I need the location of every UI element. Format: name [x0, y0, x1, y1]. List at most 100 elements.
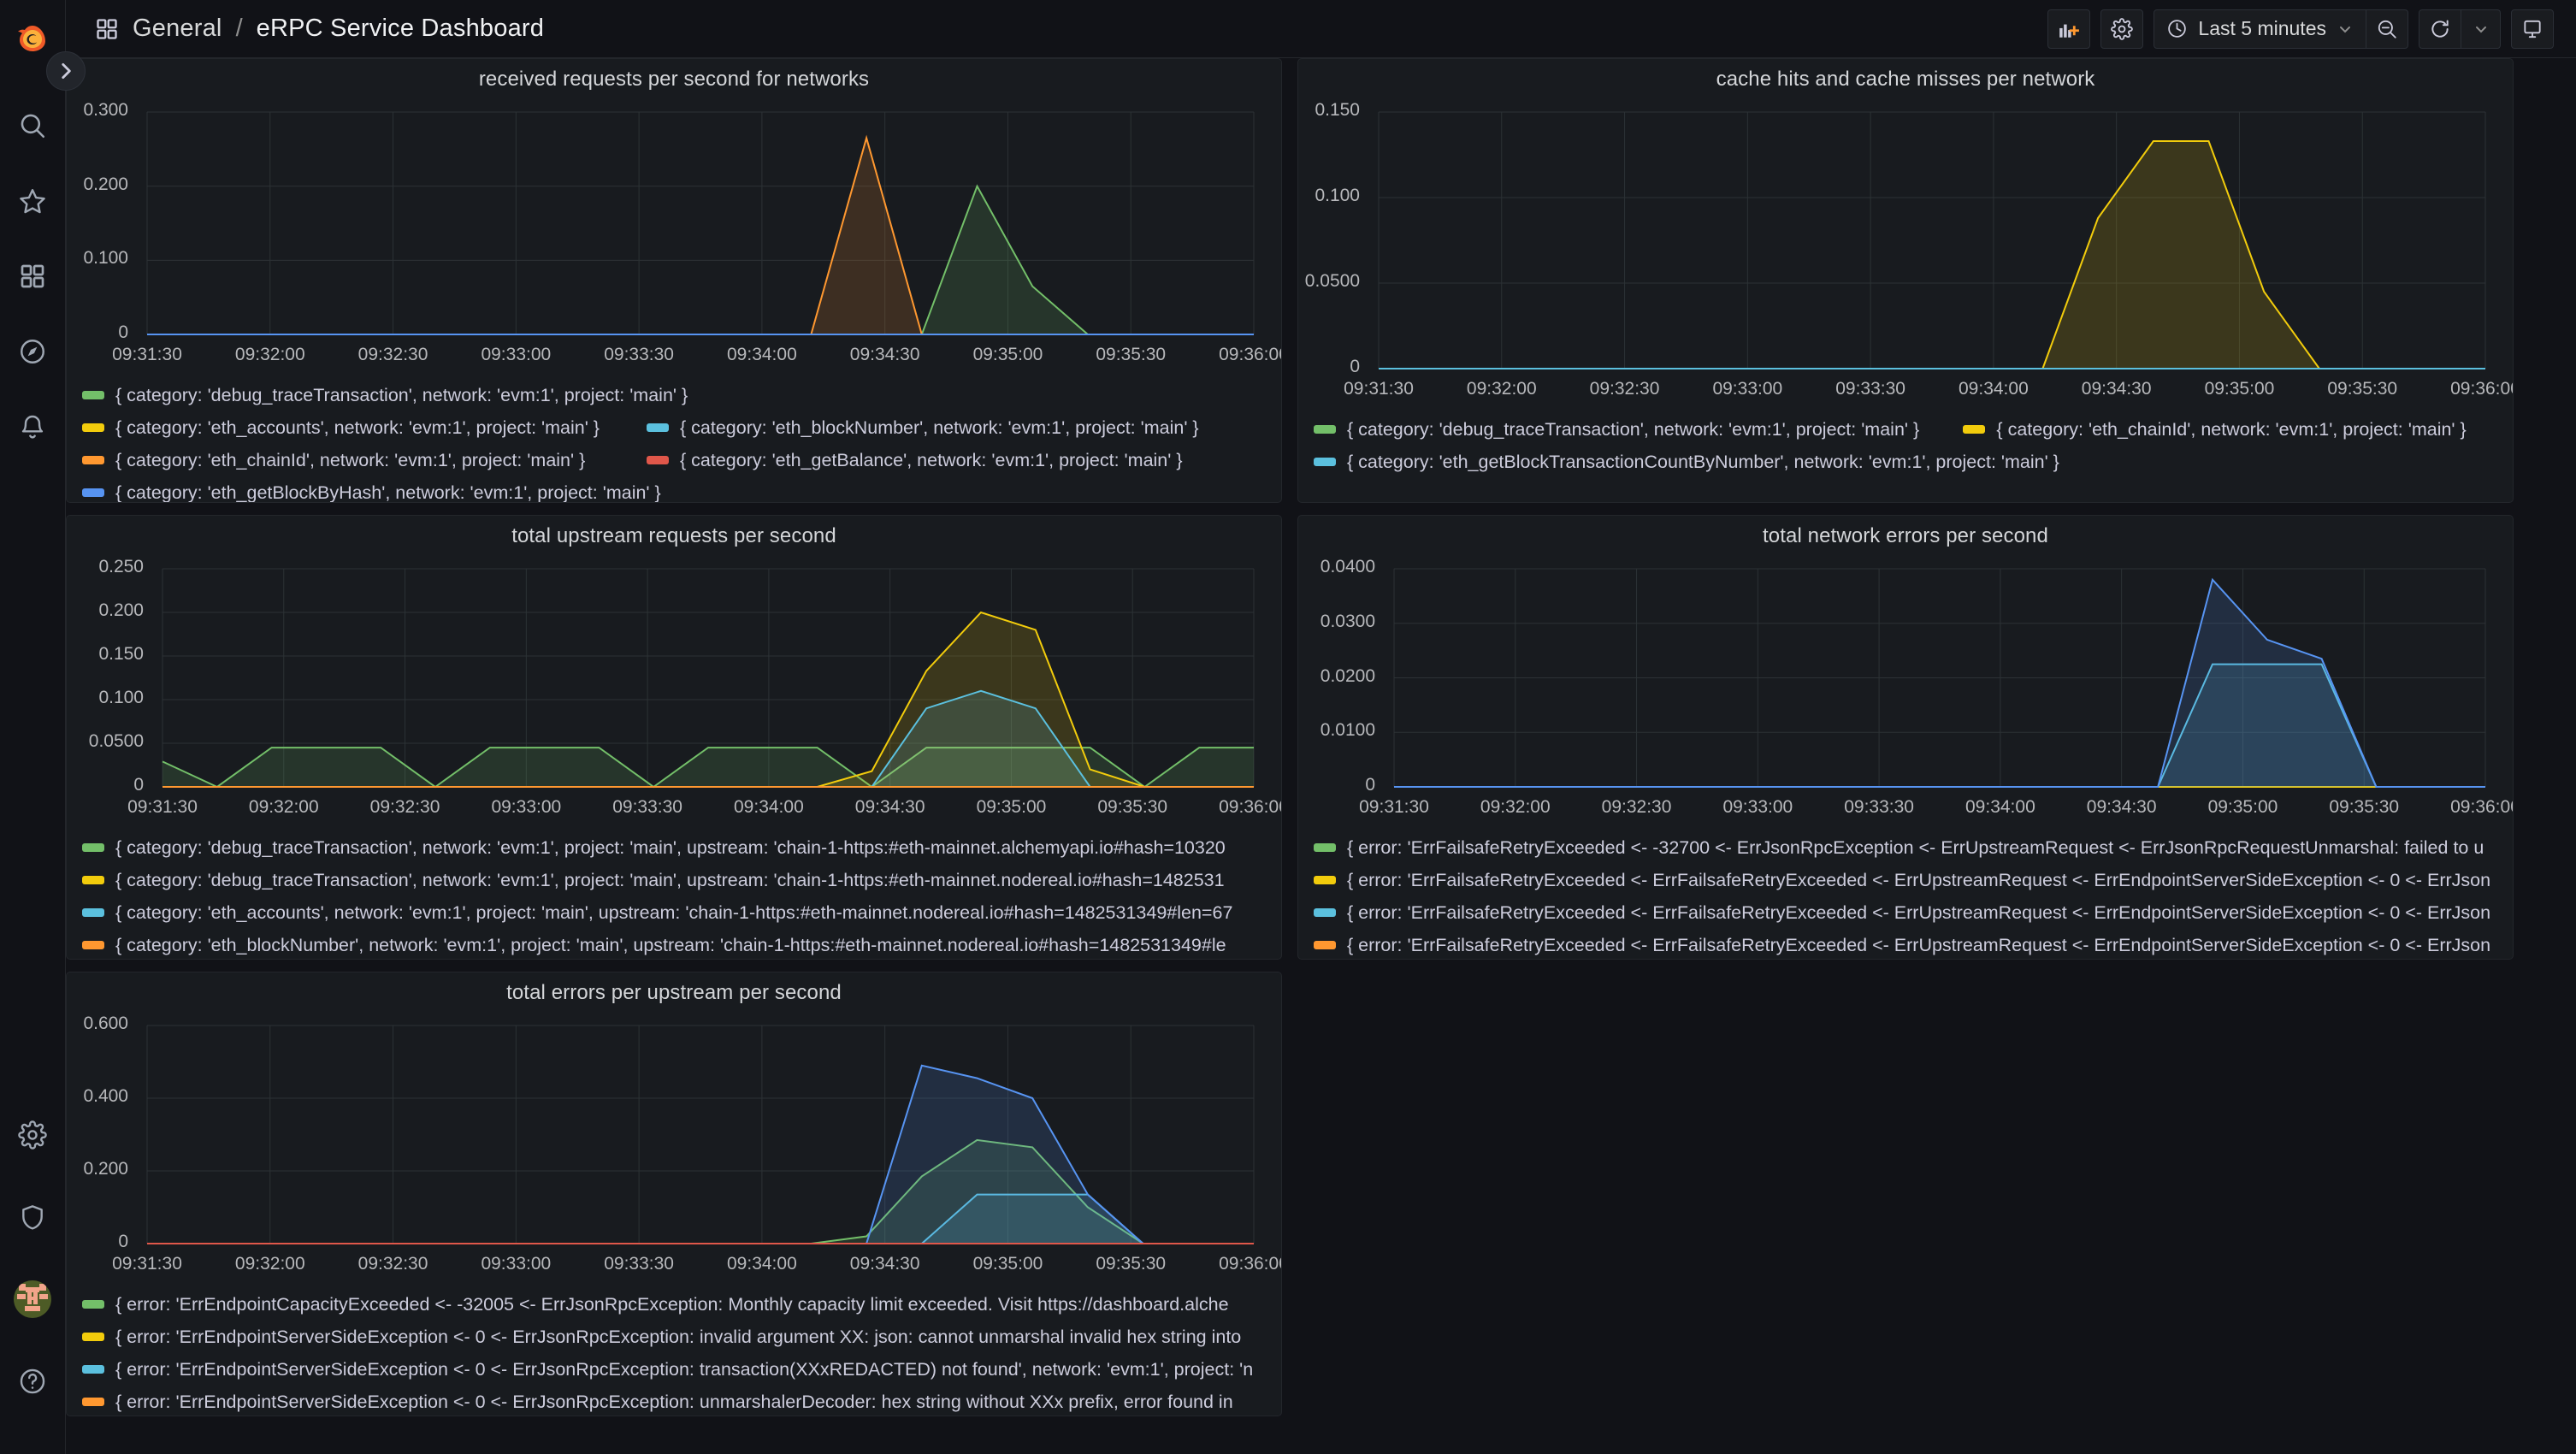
legend-color-swatch[interactable]	[82, 1300, 104, 1309]
grafana-logo-icon[interactable]	[9, 19, 56, 65]
legend-item[interactable]: { category: 'debug_traceTransaction', ne…	[82, 870, 1262, 891]
legend-item[interactable]: { category: 'debug_traceTransaction', ne…	[82, 385, 852, 406]
sidebar-item-server-admin[interactable]	[9, 1194, 56, 1240]
y-axis-tick-label: 0.100	[98, 688, 144, 707]
legend-color-swatch[interactable]	[647, 456, 669, 464]
legend-color-swatch[interactable]	[1314, 843, 1336, 852]
legend-item[interactable]: { error: 'ErrFailsafeRetryExceeded <- -3…	[1314, 837, 2494, 859]
x-axis-tick-label: 09:34:30	[849, 1254, 920, 1274]
legend-color-swatch[interactable]	[82, 488, 104, 497]
legend-item[interactable]: { category: 'eth_accounts', network: 'ev…	[82, 417, 647, 439]
avatar[interactable]	[14, 1280, 51, 1318]
y-axis-tick-label: 0.100	[83, 248, 128, 269]
panel-plot-area[interactable]: 0 0.0500 0.100 0.150 09:31:30 09:32:00 09:32:3…	[1298, 100, 2513, 408]
panel-title: received requests per second for network…	[478, 68, 870, 91]
breadcrumb-folder[interactable]: General	[133, 15, 222, 42]
legend-label: { error: 'ErrEndpointServerSideException…	[115, 1326, 1242, 1347]
zoom-out-time-button[interactable]	[2366, 9, 2408, 49]
sidebar-item-alerting[interactable]	[9, 404, 56, 450]
legend-item[interactable]: { category: 'eth_getBlockTransactionCoun…	[1314, 452, 2254, 473]
panel-total-errors-per-upstream[interactable]: total errors per upstream per second 0 0.2…	[66, 972, 1282, 1416]
legend-row: { category: 'debug_traceTransaction', ne…	[82, 864, 1281, 896]
chart-svg	[146, 1025, 1255, 1244]
x-axis-tick-label: 09:33:00	[481, 345, 552, 364]
gear-icon	[2111, 17, 2134, 40]
legend-row: { error: 'ErrEndpointServerSideException…	[82, 1386, 1281, 1416]
page-title[interactable]: eRPC Service Dashboard	[256, 15, 545, 42]
legend-item[interactable]: { category: 'eth_getBalance', network: '…	[647, 450, 1245, 471]
legend-color-swatch[interactable]	[82, 423, 104, 432]
legend-color-swatch[interactable]	[82, 1398, 104, 1406]
panel-cache-hits-misses[interactable]: cache hits and cache misses per network 0…	[1297, 58, 2514, 503]
panel-plot-area[interactable]: 0 0.100 0.200 0.300 09:31:30 09:32:00 09:32:30…	[67, 100, 1281, 374]
x-axis-tick-label: 09:31:30	[1359, 797, 1429, 817]
legend-item[interactable]: { category: 'eth_chainId', network: 'evm…	[82, 450, 647, 471]
refresh-button[interactable]	[2419, 9, 2461, 49]
panel-legend: { category: 'debug_traceTransaction', ne…	[67, 826, 1281, 959]
sidebar-item-starred[interactable]	[9, 178, 56, 224]
legend-item[interactable]: { category: 'eth_blockNumber', network: …	[82, 935, 1262, 956]
dashboard-toolbar: Last 5 minutes	[2047, 9, 2554, 49]
legend-item[interactable]: { error: 'ErrEndpointServerSideException…	[82, 1327, 1262, 1348]
series-area	[1394, 664, 2485, 787]
legend-item[interactable]: { category: 'eth_getBlockByHash', networ…	[82, 482, 852, 502]
time-range-picker[interactable]: Last 5 minutes	[2154, 9, 2366, 49]
legend-item[interactable]: { error: 'ErrFailsafeRetryExceeded <- Er…	[1314, 935, 2494, 956]
legend-item[interactable]: { error: 'ErrEndpointServerSideException…	[82, 1392, 1262, 1413]
legend-color-swatch[interactable]	[647, 423, 669, 432]
sidebar-item-help[interactable]	[9, 1358, 56, 1404]
chart-svg	[146, 111, 1255, 335]
legend-item[interactable]: { error: 'ErrEndpointServerSideException…	[82, 1359, 1262, 1380]
legend-color-swatch[interactable]	[82, 391, 104, 399]
legend-color-swatch[interactable]	[1314, 941, 1336, 949]
legend-item[interactable]: { error: 'ErrEndpointCapacityExceeded <-…	[82, 1294, 1262, 1315]
kiosk-mode-button[interactable]	[2511, 9, 2554, 49]
legend-color-swatch[interactable]	[1963, 425, 1986, 434]
legend-item[interactable]: { category: 'eth_chainId', network: 'evm…	[1963, 419, 2513, 440]
legend-item[interactable]: { category: 'eth_accounts', network: 'ev…	[82, 902, 1262, 924]
legend-color-swatch[interactable]	[82, 843, 104, 852]
legend-item[interactable]: { category: 'debug_traceTransaction', ne…	[1314, 419, 1963, 440]
add-panel-button[interactable]	[2047, 9, 2091, 49]
legend-item[interactable]: { error: 'ErrFailsafeRetryExceeded <- Er…	[1314, 902, 2494, 924]
panel-plot-area[interactable]: 0 0.0500 0.100 0.150 0.200 0.250 09:31:30 09:32…	[67, 557, 1281, 826]
series-area	[162, 690, 1254, 787]
panel-plot-area[interactable]: 0 0.0100 0.0200 0.0300 0.0400 09:31:30 09:32:0…	[1298, 557, 2513, 826]
legend-color-swatch[interactable]	[1314, 425, 1336, 434]
legend-color-swatch[interactable]	[82, 941, 104, 949]
series-area	[147, 1065, 1254, 1244]
refresh-interval-dropdown[interactable]	[2461, 9, 2501, 49]
legend-color-swatch[interactable]	[82, 1333, 104, 1341]
panel-total-upstream-requests[interactable]: total upstream requests per second 0 0.050…	[66, 515, 1282, 960]
sidebar-item-dashboards[interactable]	[9, 253, 56, 299]
sidebar-item-configuration[interactable]	[9, 1112, 56, 1158]
y-axis-tick-label: 0.200	[83, 174, 128, 194]
legend-item[interactable]: { category: 'eth_blockNumber', network: …	[647, 417, 1245, 439]
legend-color-swatch[interactable]	[1314, 876, 1336, 884]
sidebar-item-explore[interactable]	[9, 328, 56, 375]
legend-color-swatch[interactable]	[1314, 908, 1336, 917]
dashboard-settings-button[interactable]	[2100, 9, 2144, 49]
legend-color-swatch[interactable]	[82, 1365, 104, 1374]
breadcrumb-separator: /	[235, 15, 243, 42]
legend-color-swatch[interactable]	[1314, 458, 1336, 466]
x-axis-tick-label: 09:34:00	[1959, 379, 2029, 399]
legend-color-swatch[interactable]	[82, 456, 104, 464]
x-axis-tick-label: 09:35:00	[972, 345, 1043, 364]
main-sidebar	[0, 0, 66, 1454]
panel-received-requests[interactable]: received requests per second for network…	[66, 58, 1282, 503]
chevron-right-icon	[62, 63, 71, 79]
sidebar-item-user-profile[interactable]	[9, 1276, 56, 1322]
legend-item[interactable]: { error: 'ErrFailsafeRetryExceeded <- Er…	[1314, 870, 2494, 891]
x-axis-tick-label: 09:31:30	[112, 345, 182, 364]
legend-color-swatch[interactable]	[82, 908, 104, 917]
legend-item[interactable]: { category: 'debug_traceTransaction', ne…	[82, 837, 1262, 859]
panel-total-network-errors[interactable]: total network errors per second 0 0.0100 0.…	[1297, 515, 2514, 960]
legend-label: { category: 'debug_traceTransaction', ne…	[115, 384, 688, 405]
sidebar-item-search[interactable]	[9, 103, 56, 149]
panel-plot-area[interactable]: 0 0.200 0.400 0.600 09:31:30 09:32:00 09:32:30…	[67, 1014, 1281, 1283]
legend-color-swatch[interactable]	[82, 876, 104, 884]
sidebar-expand-button[interactable]	[46, 51, 86, 91]
y-axis-tick-label: 0.200	[83, 1159, 128, 1179]
panel-legend: { category: 'debug_traceTransaction', ne…	[67, 374, 1281, 502]
